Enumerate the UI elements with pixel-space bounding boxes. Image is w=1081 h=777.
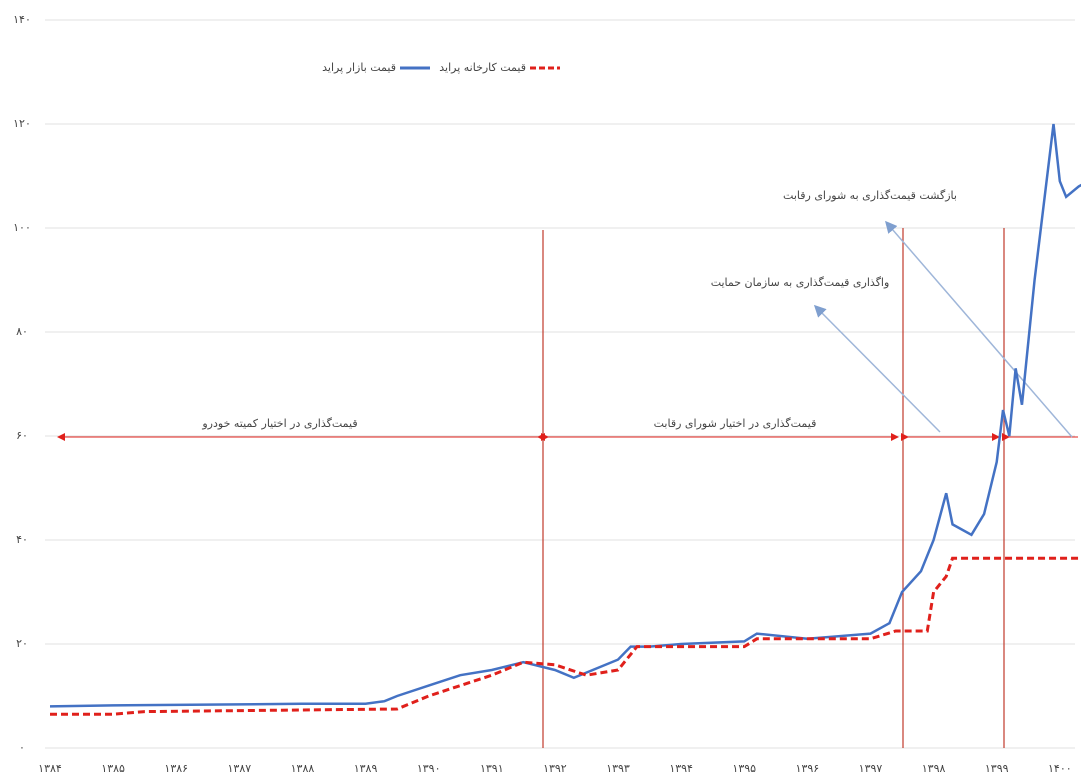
y-tick-label: ۶۰ <box>16 429 28 442</box>
x-tick-label: ۱۳۹۳ <box>606 762 630 775</box>
x-tick-label: ۱۳۹۷ <box>859 762 883 775</box>
x-tick-label: ۱۳۹۰ <box>417 762 441 775</box>
y-tick-label: ۴۰ <box>16 533 28 546</box>
x-tick-label: ۱۳۹۸ <box>922 762 946 775</box>
y-tick-label: ۰ <box>19 741 25 754</box>
x-tick-label: ۱۳۹۵ <box>732 762 756 775</box>
event-label: واگذاری قیمت‌گذاری به سازمان حمایت <box>711 276 890 289</box>
x-tick-label: ۱۳۸۹ <box>354 762 378 775</box>
x-tick-label: ۱۴۰۰ <box>1048 762 1072 775</box>
legend: قیمت بازار پراید قیمت کارخانه پراید <box>322 61 560 74</box>
annotations: قیمت‌گذاری در اختیار کمیته خودرو قیمت‌گذ… <box>57 189 1078 748</box>
grid <box>45 19 1075 749</box>
event-arrow <box>813 304 941 433</box>
x-tick-label: ۱۳۸۵ <box>101 762 125 775</box>
x-tick-label: ۱۳۸۶ <box>164 762 188 775</box>
x-tick-label: ۱۳۹۲ <box>543 762 567 775</box>
y-tick-label: ۱۲۰ <box>13 117 31 130</box>
x-tick-label: ۱۳۹۴ <box>669 762 693 775</box>
legend-label: قیمت کارخانه پراید <box>439 61 526 74</box>
x-tick-label: ۱۳۸۸ <box>291 762 315 775</box>
period-label: قیمت‌گذاری در اختیار کمیته خودرو <box>201 417 357 430</box>
x-tick-label: ۱۳۸۴ <box>38 762 62 775</box>
y-tick-label: ۱۴۰ <box>13 13 31 26</box>
event-label: بازگشت قیمت‌گذاری به شورای رقابت <box>783 189 957 202</box>
event-arrow <box>885 220 1073 438</box>
x-tick-label: ۱۳۹۱ <box>480 762 504 775</box>
series-line <box>49 123 1081 708</box>
y-tick-label: ۱۰۰ <box>13 221 31 234</box>
legend-label: قیمت بازار پراید <box>322 61 396 74</box>
y-tick-label: ۸۰ <box>16 325 28 338</box>
series-line <box>50 556 1081 716</box>
x-tick-label: ۱۳۹۹ <box>985 762 1009 775</box>
x-tick-label: ۱۳۹۶ <box>796 762 820 775</box>
period-label: قیمت‌گذاری در اختیار شورای رقابت <box>654 417 817 430</box>
y-tick-label: ۲۰ <box>16 637 28 650</box>
x-tick-label: ۱۳۸۷ <box>228 762 252 775</box>
